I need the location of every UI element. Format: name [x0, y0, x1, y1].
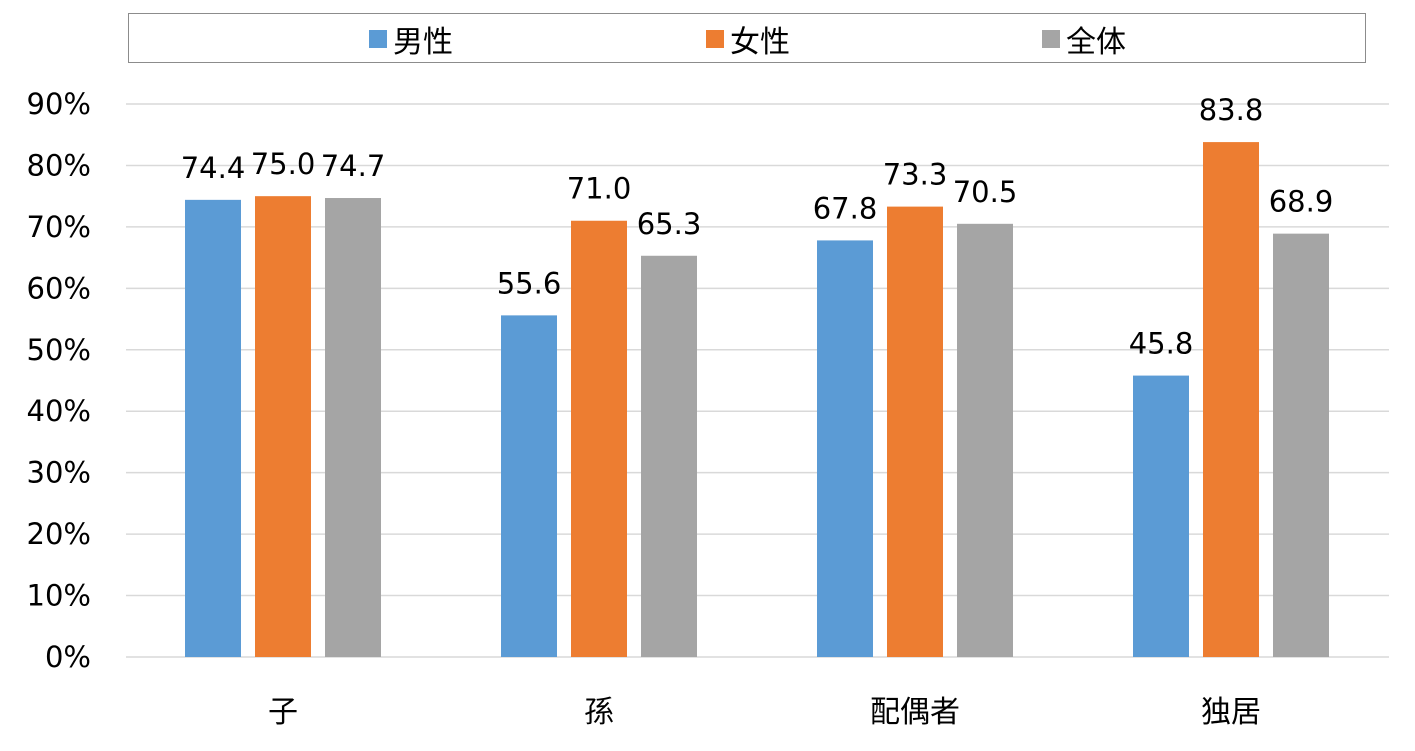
legend-label-female: 女性: [730, 25, 790, 60]
bar: [1133, 375, 1189, 657]
data-label: 55.6: [497, 266, 562, 300]
y-tick-label: 10%: [27, 579, 91, 613]
data-label: 83.8: [1199, 93, 1264, 127]
bar: [185, 199, 241, 657]
bar: [571, 220, 627, 657]
legend-label-total: 全体: [1066, 25, 1126, 60]
legend-item-male: 男性: [369, 14, 453, 64]
legend-swatch-female: [706, 30, 724, 48]
data-label: 45.8: [1129, 327, 1194, 361]
data-label: 74.4: [181, 151, 246, 185]
bar: [325, 198, 381, 657]
bar: [1203, 142, 1259, 657]
legend-label-male: 男性: [393, 25, 453, 60]
data-label: 73.3: [883, 158, 948, 192]
y-tick-label: 0%: [45, 640, 91, 674]
data-label: 71.0: [567, 172, 632, 206]
data-label: 70.5: [953, 175, 1018, 209]
bar: [1273, 233, 1329, 658]
bar: [957, 223, 1013, 658]
data-label: 65.3: [637, 207, 702, 241]
data-label: 67.8: [813, 191, 878, 225]
x-category-label: 孫: [584, 695, 614, 730]
x-category-label: 配偶者: [870, 695, 960, 730]
y-tick-label: 90%: [27, 87, 91, 121]
y-tick-label: 60%: [27, 271, 91, 305]
bar: [641, 255, 697, 658]
y-tick-label: 40%: [27, 394, 91, 428]
y-tick-label: 80%: [27, 148, 91, 182]
bar: [817, 240, 873, 657]
y-tick-label: 20%: [27, 517, 91, 551]
data-label: 74.7: [321, 149, 386, 183]
legend-item-female: 女性: [706, 14, 790, 64]
legend-swatch-male: [369, 30, 387, 48]
data-label: 75.0: [251, 147, 316, 181]
y-tick-label: 30%: [27, 456, 91, 490]
bar: [501, 315, 557, 657]
legend-item-total: 全体: [1042, 14, 1126, 64]
legend-swatch-total: [1042, 30, 1060, 48]
bar: [255, 196, 311, 657]
chart-legend: 男性 女性 全体: [128, 13, 1366, 63]
bar: [887, 206, 943, 657]
y-tick-label: 70%: [27, 210, 91, 244]
x-category-label: 子: [268, 695, 298, 730]
y-tick-label: 50%: [27, 333, 91, 367]
x-category-label: 独居: [1201, 695, 1261, 730]
data-label: 68.9: [1269, 185, 1334, 219]
